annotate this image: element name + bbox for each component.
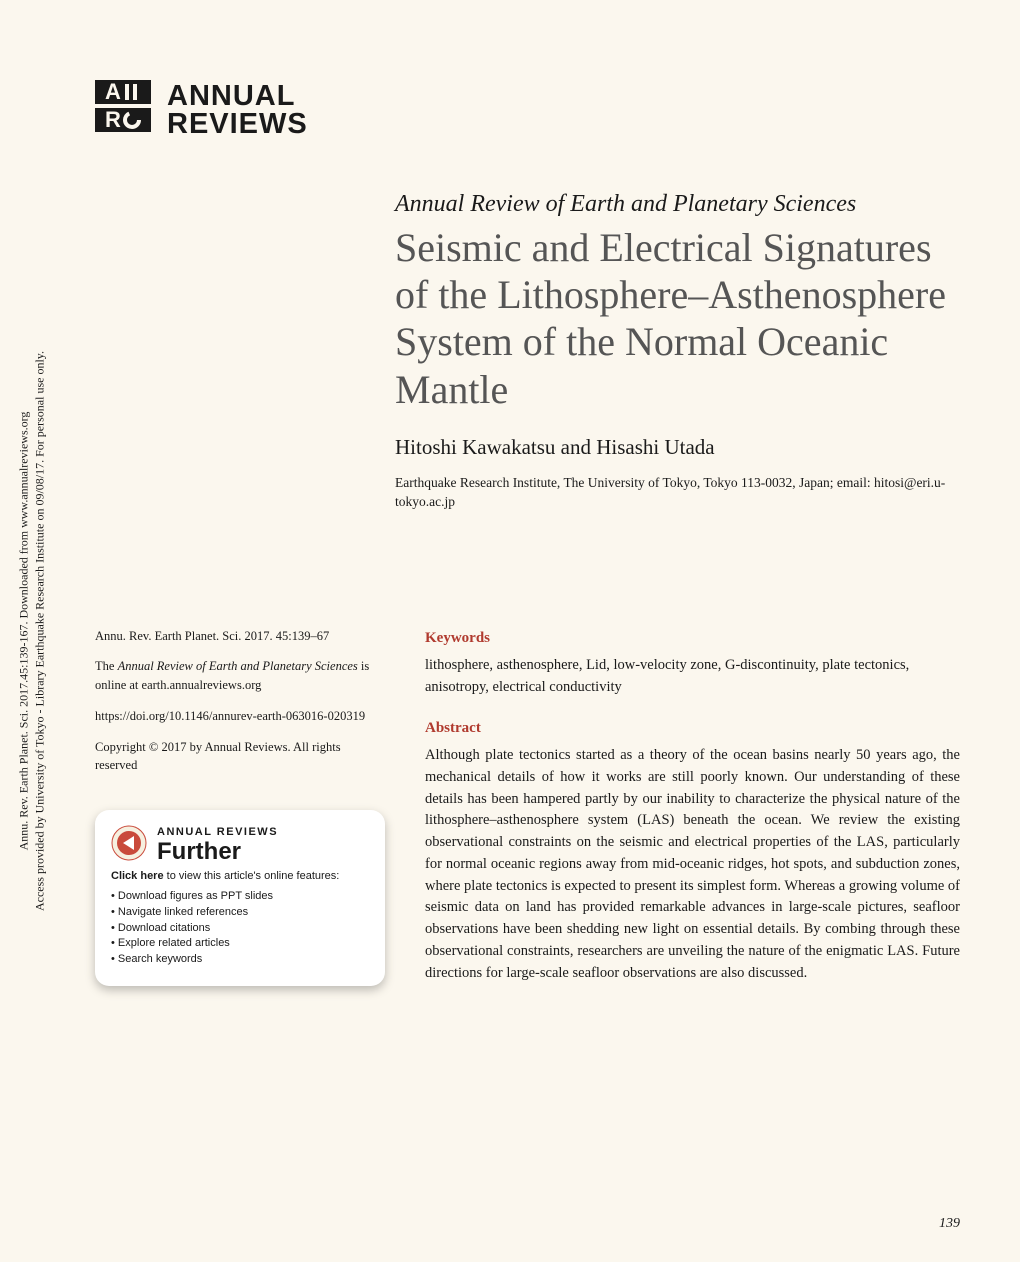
page-content: A R ANNUAL REVIEWS Annual Review of Eart… — [95, 80, 960, 1212]
copyright: Copyright © 2017 by Annual Reviews. All … — [95, 738, 385, 776]
ar-logo-mark: A R — [95, 80, 151, 141]
article-header: Annual Review of Earth and Planetary Sci… — [395, 191, 960, 512]
further-item: Download citations — [111, 921, 369, 937]
download-watermark: Annu. Rev. Earth Planet. Sci. 2017.45:13… — [16, 281, 47, 981]
abstract-column: Keywords lithosphere, asthenosphere, Lid… — [425, 627, 960, 987]
further-play-icon[interactable] — [111, 825, 147, 861]
online-note-pre: The — [95, 659, 118, 673]
online-note: The Annual Review of Earth and Planetary… — [95, 657, 385, 695]
ar-logo-text: ANNUAL REVIEWS — [167, 83, 308, 138]
further-feature-list: Download figures as PPT slides Navigate … — [111, 889, 369, 969]
journal-name: Annual Review of Earth and Planetary Sci… — [395, 191, 960, 218]
svg-text:R: R — [105, 107, 121, 132]
further-click-rest: to view this article's online features: — [164, 870, 340, 882]
further-item: Explore related articles — [111, 936, 369, 952]
further-brand: ANNUAL REVIEWS Further — [157, 824, 278, 862]
keywords-heading: Keywords — [425, 627, 960, 650]
affiliation: Earthquake Research Institute, The Unive… — [395, 474, 960, 512]
keywords-text: lithosphere, asthenosphere, Lid, low-vel… — [425, 655, 960, 699]
further-item: Search keywords — [111, 952, 369, 968]
further-brand-big: Further — [157, 841, 278, 863]
logo-line-2: REVIEWS — [167, 111, 308, 139]
doi-link[interactable]: https://doi.org/10.1146/annurev-earth-06… — [95, 707, 385, 726]
further-item: Download figures as PPT slides — [111, 889, 369, 905]
article-title: Seismic and Electrical Signatures of the… — [395, 224, 960, 413]
side-line-2: Access provided by University of Tokyo -… — [32, 351, 46, 911]
further-click-line[interactable]: Click here to view this article's online… — [111, 868, 369, 885]
publisher-logo: A R ANNUAL REVIEWS — [95, 80, 960, 141]
further-item: Navigate linked references — [111, 905, 369, 921]
authors: Hitoshi Kawakatsu and Hisashi Utada — [395, 435, 960, 460]
online-note-ital: Annual Review of Earth and Planetary Sci… — [118, 659, 358, 673]
citation: Annu. Rev. Earth Planet. Sci. 2017. 45:1… — [95, 627, 385, 646]
abstract-text: Although plate tectonics started as a th… — [425, 745, 960, 984]
further-header: ANNUAL REVIEWS Further — [111, 824, 369, 862]
lower-columns: Annu. Rev. Earth Planet. Sci. 2017. 45:1… — [95, 627, 960, 987]
further-click-bold: Click here — [111, 870, 164, 882]
abstract-heading: Abstract — [425, 717, 960, 740]
page-number: 139 — [939, 1216, 960, 1232]
logo-line-1: ANNUAL — [167, 83, 308, 111]
further-widget[interactable]: ANNUAL REVIEWS Further Click here to vie… — [95, 810, 385, 986]
citation-column: Annu. Rev. Earth Planet. Sci. 2017. 45:1… — [95, 627, 385, 987]
svg-text:A: A — [105, 80, 121, 104]
side-line-1: Annu. Rev. Earth Planet. Sci. 2017.45:13… — [16, 412, 30, 851]
